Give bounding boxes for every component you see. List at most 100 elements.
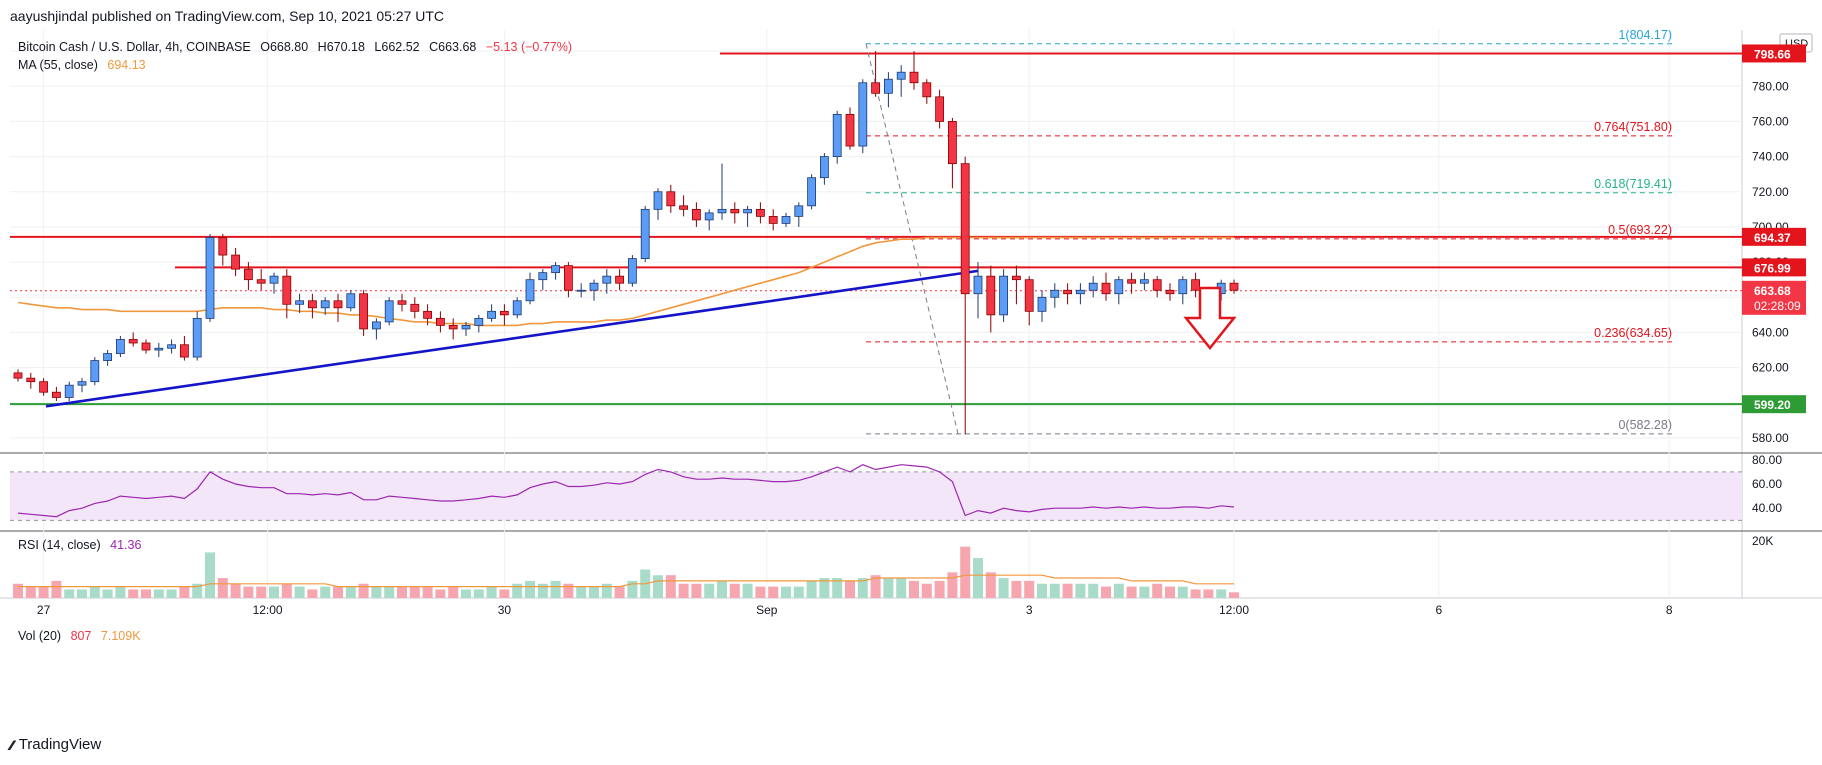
chart-frame[interactable]: 1(804.17) 0.764(751.80) 0.618(719.41) 0.5(6… [0, 28, 1822, 730]
candle [218, 233, 228, 266]
candle-body [1037, 296, 1047, 312]
candles-layer [13, 51, 1239, 435]
volume-bar [819, 578, 830, 598]
candle-body [768, 215, 778, 224]
trend-line [45, 269, 979, 408]
price-tick-label: 580.00 [1752, 431, 1789, 445]
candle [295, 293, 305, 314]
candle-body [1076, 289, 1085, 295]
candle-body [269, 275, 279, 284]
volume-bar [717, 580, 727, 598]
candle-body [90, 360, 100, 383]
volume-bar [499, 589, 510, 598]
candle [832, 110, 842, 164]
candle-body [1101, 282, 1111, 295]
candle [525, 272, 535, 305]
down-arrow-icon [1183, 286, 1237, 351]
volume-bar [589, 586, 599, 598]
candle [717, 163, 727, 220]
candle [461, 321, 471, 336]
vol-value: 807 [70, 629, 92, 643]
candle-body [820, 156, 829, 179]
open-value: O668.80 [260, 40, 309, 54]
volume-bar [230, 583, 241, 598]
ma-layer [17, 236, 1234, 327]
chart-canvas[interactable]: 1(804.17) 0.764(751.80) 0.618(719.41) 0.5(6… [0, 28, 1822, 730]
candle-body [512, 300, 522, 316]
candle [282, 269, 292, 319]
candle [871, 51, 880, 97]
volume-legend: Vol (20) 807 7.109K [18, 629, 147, 643]
volume-bar [307, 589, 318, 598]
volume-bar [1216, 589, 1227, 598]
volume-bar [998, 578, 1009, 598]
candle [564, 262, 573, 298]
volume-bar [269, 586, 279, 598]
volume-bar [653, 575, 663, 598]
candle [704, 209, 714, 231]
brand-name: TradingView [18, 736, 102, 753]
candle [628, 255, 637, 287]
volume-bar [1024, 580, 1035, 598]
candle-body [397, 300, 407, 305]
time-tick-label: 8 [1666, 603, 1673, 617]
candle [666, 184, 676, 213]
candle-body [704, 212, 714, 221]
volume-bar [435, 589, 446, 598]
candle [679, 195, 688, 217]
volume-bar [704, 583, 715, 598]
volume-bar [781, 586, 791, 598]
candle-body [77, 381, 87, 386]
volume-bar [832, 578, 843, 598]
tradingview-logo-icon: ⁄⁄ [10, 736, 14, 753]
candle [1076, 283, 1085, 305]
volume-bar [217, 578, 228, 598]
volume-bar [166, 589, 177, 598]
candle [1229, 279, 1239, 294]
symbol-label: Bitcoin Cash / U.S. Dollar, 4h, COINBASE [18, 40, 251, 54]
candle-body [884, 78, 893, 94]
candle [346, 290, 356, 312]
time-tick-label: 12:00 [253, 603, 283, 617]
candle [768, 209, 778, 231]
candle [615, 269, 624, 291]
candle [640, 205, 650, 263]
candle [116, 335, 125, 358]
candle [320, 297, 330, 315]
trendline-layer [45, 269, 979, 408]
volume-bar [947, 572, 958, 598]
candle-body [1024, 279, 1034, 312]
price-tick-label: 620.00 [1752, 361, 1789, 375]
candle [602, 269, 612, 294]
volume-tick-label: 20K [1752, 534, 1773, 548]
time-tick-label: 12:00 [1219, 603, 1249, 617]
candle [935, 89, 944, 129]
candle-body [141, 342, 151, 351]
candle [487, 304, 497, 322]
candle [538, 269, 548, 291]
candle [410, 297, 420, 319]
footer-brand[interactable]: ⁄⁄ TradingView [10, 736, 101, 753]
candle [128, 332, 138, 347]
candle [909, 51, 919, 90]
candle [205, 233, 215, 322]
candle-body [192, 317, 202, 358]
volume-bar [51, 580, 62, 598]
candle [551, 262, 560, 280]
candle [423, 304, 433, 326]
candle-body [922, 82, 932, 98]
candle-body [640, 208, 650, 259]
volume-bar [870, 575, 881, 598]
price-tick-label: 760.00 [1752, 114, 1789, 128]
candle-body [1165, 289, 1175, 295]
candle-body [167, 344, 177, 349]
volume-bar [627, 580, 638, 598]
candle-body [410, 303, 420, 312]
resistance-price-box [1742, 258, 1806, 277]
candle [371, 318, 381, 340]
fib-level-label: 1(804.17) [1618, 30, 1672, 42]
volume-bar [921, 583, 932, 598]
volume-bar [1101, 586, 1111, 598]
candle-body [1178, 279, 1188, 295]
candle-body [1140, 279, 1149, 284]
